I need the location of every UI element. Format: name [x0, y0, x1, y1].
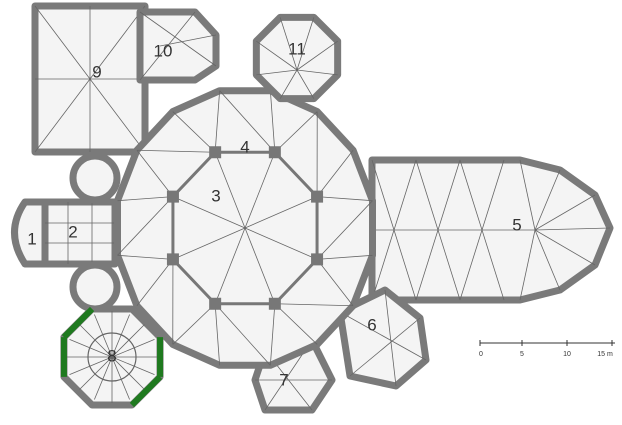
scale-bar — [479, 340, 615, 346]
ribs — [339, 289, 427, 387]
scale-label: 10 — [563, 351, 571, 358]
room-label: 10 — [154, 41, 173, 60]
room-label: 4 — [240, 137, 249, 156]
pier — [311, 253, 324, 266]
room-2 — [41, 198, 119, 268]
ribs — [371, 159, 611, 301]
pier — [166, 253, 179, 266]
stair — [69, 261, 121, 313]
room-label: 11 — [288, 39, 306, 58]
room-label: 6 — [367, 315, 376, 334]
scale-label: 15 m — [597, 351, 613, 358]
ribs — [117, 90, 373, 366]
pier — [268, 146, 281, 159]
room-label: 5 — [512, 215, 521, 234]
ribs — [45, 202, 115, 264]
room-1 — [11, 198, 49, 268]
pier — [311, 190, 324, 203]
ribs — [34, 5, 146, 153]
room-label: 1 — [27, 229, 36, 248]
ribs — [139, 11, 217, 81]
pier — [209, 146, 222, 159]
room-label: 7 — [279, 370, 288, 389]
ribs — [66, 311, 158, 403]
scale-label: 5 — [520, 351, 524, 358]
ribs — [256, 17, 338, 99]
green-wall — [129, 374, 163, 408]
green-wall — [61, 306, 95, 340]
pier — [209, 297, 222, 310]
pier — [166, 190, 179, 203]
room-label: 3 — [211, 186, 220, 205]
room-label: 9 — [92, 62, 101, 81]
room-label: 8 — [107, 346, 116, 365]
pier — [268, 297, 281, 310]
scale-label: 0 — [479, 351, 483, 358]
chapel-10 — [136, 8, 220, 84]
room-label: 2 — [68, 222, 77, 241]
stair — [69, 152, 121, 204]
